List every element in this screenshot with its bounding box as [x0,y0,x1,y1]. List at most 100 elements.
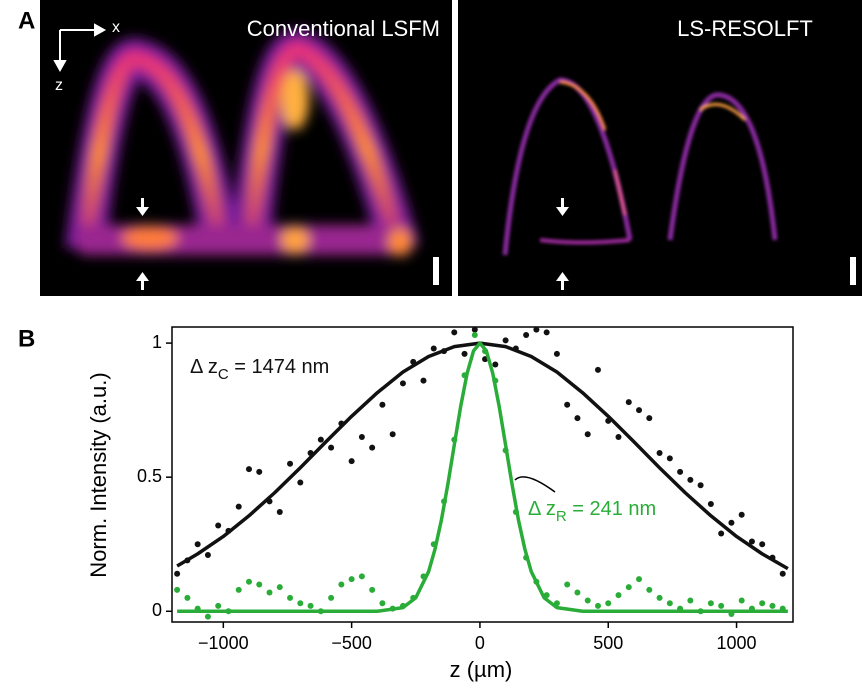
x-tick-label: −500 [331,633,372,653]
data-point [369,586,376,593]
data-point [266,589,273,596]
data-point [235,586,242,593]
data-point [307,602,314,609]
data-point [297,600,304,607]
data-point [235,503,242,510]
plot-frame [171,326,794,623]
annotation-text: = 1474 nm [229,356,330,378]
data-point [646,586,653,593]
data-point [328,444,335,451]
annotation-subscript: R [556,508,567,525]
y-tick-label: 1 [152,332,162,352]
data-point [204,551,211,558]
data-point [245,466,252,473]
data-point [379,600,386,607]
data-point [574,415,581,422]
data-point [543,329,550,336]
x-axis-title: z (µm) [450,657,513,682]
data-point [430,345,437,352]
data-point [646,415,653,422]
annotation-text: Δ z [190,356,218,378]
axis-x-label: x [112,19,120,36]
data-point [594,366,601,373]
data-point [194,541,201,548]
data-point [174,570,181,577]
data-point [625,584,632,591]
data-point [369,444,376,451]
data-point [471,326,478,333]
data-point [461,350,468,357]
data-point [769,602,776,609]
annotation-text: Δ z [528,498,556,520]
axes-indicator [53,23,107,73]
data-point [656,450,663,457]
data-point [738,511,745,518]
data-point [256,468,263,475]
data-point [338,581,345,588]
data-point [215,602,222,609]
data-point [358,573,365,580]
data-point [215,522,222,529]
data-point [256,581,263,588]
data-point [523,332,530,339]
data-point [553,350,560,357]
data-point [564,581,571,588]
data-point [594,602,601,609]
image-title: Conventional LSFM [247,16,440,41]
resolft-structure [502,77,778,256]
data-point [297,479,304,486]
data-point [677,468,684,475]
data-point [399,380,406,387]
leader-line [514,476,556,493]
panel-label: A [18,7,35,34]
data-point [707,600,714,607]
data-point [636,576,643,583]
data-point [574,589,581,596]
data-point [584,597,591,604]
data-point [184,594,191,601]
data-point [615,592,622,599]
data-point [533,326,540,333]
x-tick-label: 500 [593,633,623,653]
image-title: LS-RESOLFT [677,16,813,41]
data-point [245,578,252,585]
markers [136,198,439,290]
data-point [287,460,294,467]
data-point [174,586,181,593]
x-tick-label: −1000 [198,633,249,653]
data-point [625,399,632,406]
data-point [287,594,294,601]
lsfm-structure [65,29,420,256]
data-point [687,597,694,604]
data-point [204,613,211,620]
axis-z-label: z [55,77,63,94]
data-point [389,431,396,438]
annotation: Δ zR = 241 nm [528,498,656,525]
data-point [502,337,509,344]
annotation: Δ zC = 1474 nm [190,356,329,383]
data-point [471,332,478,339]
data-point [358,433,365,440]
x-tick-label: 1000 [717,633,757,653]
annotation-subscript: C [218,366,229,383]
data-point [584,431,591,438]
data-point [687,476,694,483]
data-point [379,401,386,408]
data-point [615,433,622,440]
y-tick-label: 0 [152,600,162,620]
data-point [636,407,643,414]
data-point [656,594,663,601]
y-axis-title: Norm. Intensity (a.u.) [86,372,111,577]
data-point [328,594,335,601]
data-point [759,600,766,607]
data-point [759,541,766,548]
data-point [605,600,612,607]
x-tick-label: 0 [475,633,485,653]
data-point [748,538,755,545]
resolft-image [458,0,862,296]
y-tick-label: 0.5 [137,466,162,486]
data-point [276,584,283,591]
data-point [564,401,571,408]
